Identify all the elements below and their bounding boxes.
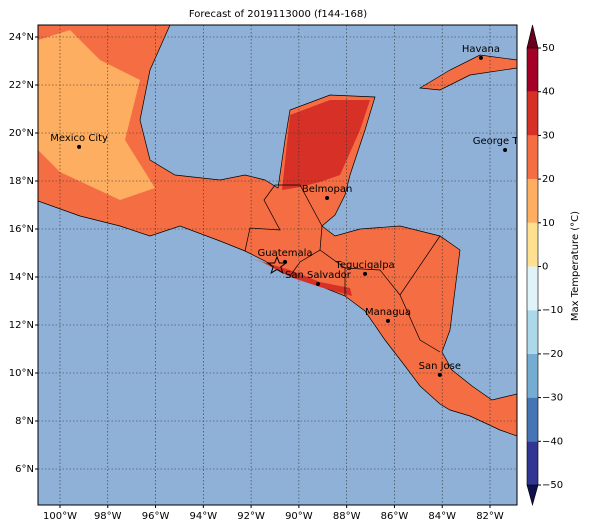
colorbar-segment — [527, 48, 538, 92]
city-label: Guatemala — [257, 248, 312, 259]
colorbar-tick-label: −30 — [542, 393, 563, 404]
city-dot — [385, 318, 390, 323]
y-tick-label: 24°N — [9, 32, 34, 43]
colorbar-segment — [527, 397, 538, 442]
x-tick-label: 82°W — [476, 511, 504, 522]
land-warm-patch — [38, 30, 155, 200]
city-label: San Salvador — [285, 270, 352, 281]
colorbar-tick-label: −40 — [542, 436, 563, 447]
x-tick-label: 100°W — [43, 511, 77, 522]
x-tick-label: 94°W — [190, 511, 218, 522]
city-dot — [503, 148, 508, 153]
y-tick-label: 10°N — [9, 368, 34, 379]
y-tick-label: 22°N — [9, 80, 34, 91]
x-tick-label: 98°W — [94, 511, 122, 522]
x-tick-label: 90°W — [285, 511, 313, 522]
city-dot — [325, 196, 330, 201]
city-label: Mexico City — [50, 133, 108, 144]
colorbar-tick-label: 10 — [542, 218, 555, 229]
colorbar-segment — [527, 179, 538, 223]
country-border — [244, 184, 441, 353]
plot-frame — [37, 24, 518, 506]
colorbar-segment — [527, 91, 538, 136]
x-tick-label: 88°W — [333, 511, 361, 522]
colorbar-tick-label: 30 — [542, 130, 555, 141]
island — [418, 54, 517, 91]
colorbar-segment — [527, 310, 538, 354]
land-hot-patch — [282, 100, 370, 190]
y-tick-label: 6°N — [15, 464, 34, 475]
city-label: Managua — [365, 307, 411, 318]
x-tick-label: 92°W — [237, 511, 265, 522]
colorbar-tick-label: 40 — [542, 87, 555, 98]
city-label: George Town — [473, 136, 538, 147]
colorbar-tick-label: 50 — [542, 43, 555, 54]
city-label: Havana — [462, 44, 500, 55]
city-dot — [283, 259, 288, 264]
city-dot — [315, 281, 320, 286]
colorbar-tick-label: −50 — [542, 480, 563, 491]
colorbar-tick-label: −10 — [542, 305, 563, 316]
city-label: Tegucigalpa — [334, 260, 394, 271]
city-dot — [77, 144, 82, 149]
city-dot — [437, 372, 442, 377]
city-label: Belmopan — [302, 184, 352, 195]
x-tick-label: 96°W — [142, 511, 170, 522]
y-tick-label: 16°N — [9, 224, 34, 235]
colorbar-tick-label: −20 — [542, 349, 563, 360]
colorbar-tick-label: 20 — [542, 174, 555, 185]
y-tick-label: 14°N — [9, 272, 34, 283]
title: Forecast of 2019113000 (f144-168) — [189, 9, 367, 20]
x-tick-label: 86°W — [381, 511, 409, 522]
colorbar-segment — [527, 441, 538, 485]
y-tick-label: 12°N — [9, 320, 34, 331]
y-tick-label: 20°N — [9, 128, 34, 139]
y-tick-label: 18°N — [9, 176, 34, 187]
colorbar-segment — [527, 266, 538, 311]
colorbar-segment — [527, 222, 538, 267]
map-layer: Mexico City Havana George Town Belmopan Guat… — [38, 25, 538, 505]
y-tick-label: 8°N — [15, 416, 34, 427]
colorbar-segment — [527, 135, 538, 180]
colorbar-tick-label: 0 — [542, 262, 548, 273]
x-tick-label: 84°W — [428, 511, 456, 522]
city-dot — [478, 55, 483, 60]
colorbar-extend-max — [526, 24, 539, 49]
colorbar-extend-min — [526, 484, 539, 507]
city-dot — [363, 271, 368, 276]
city-label: San Jose — [419, 361, 461, 372]
colorbar-segment — [527, 353, 538, 398]
colorbar-label: Max Temperature (°C) — [570, 211, 581, 321]
